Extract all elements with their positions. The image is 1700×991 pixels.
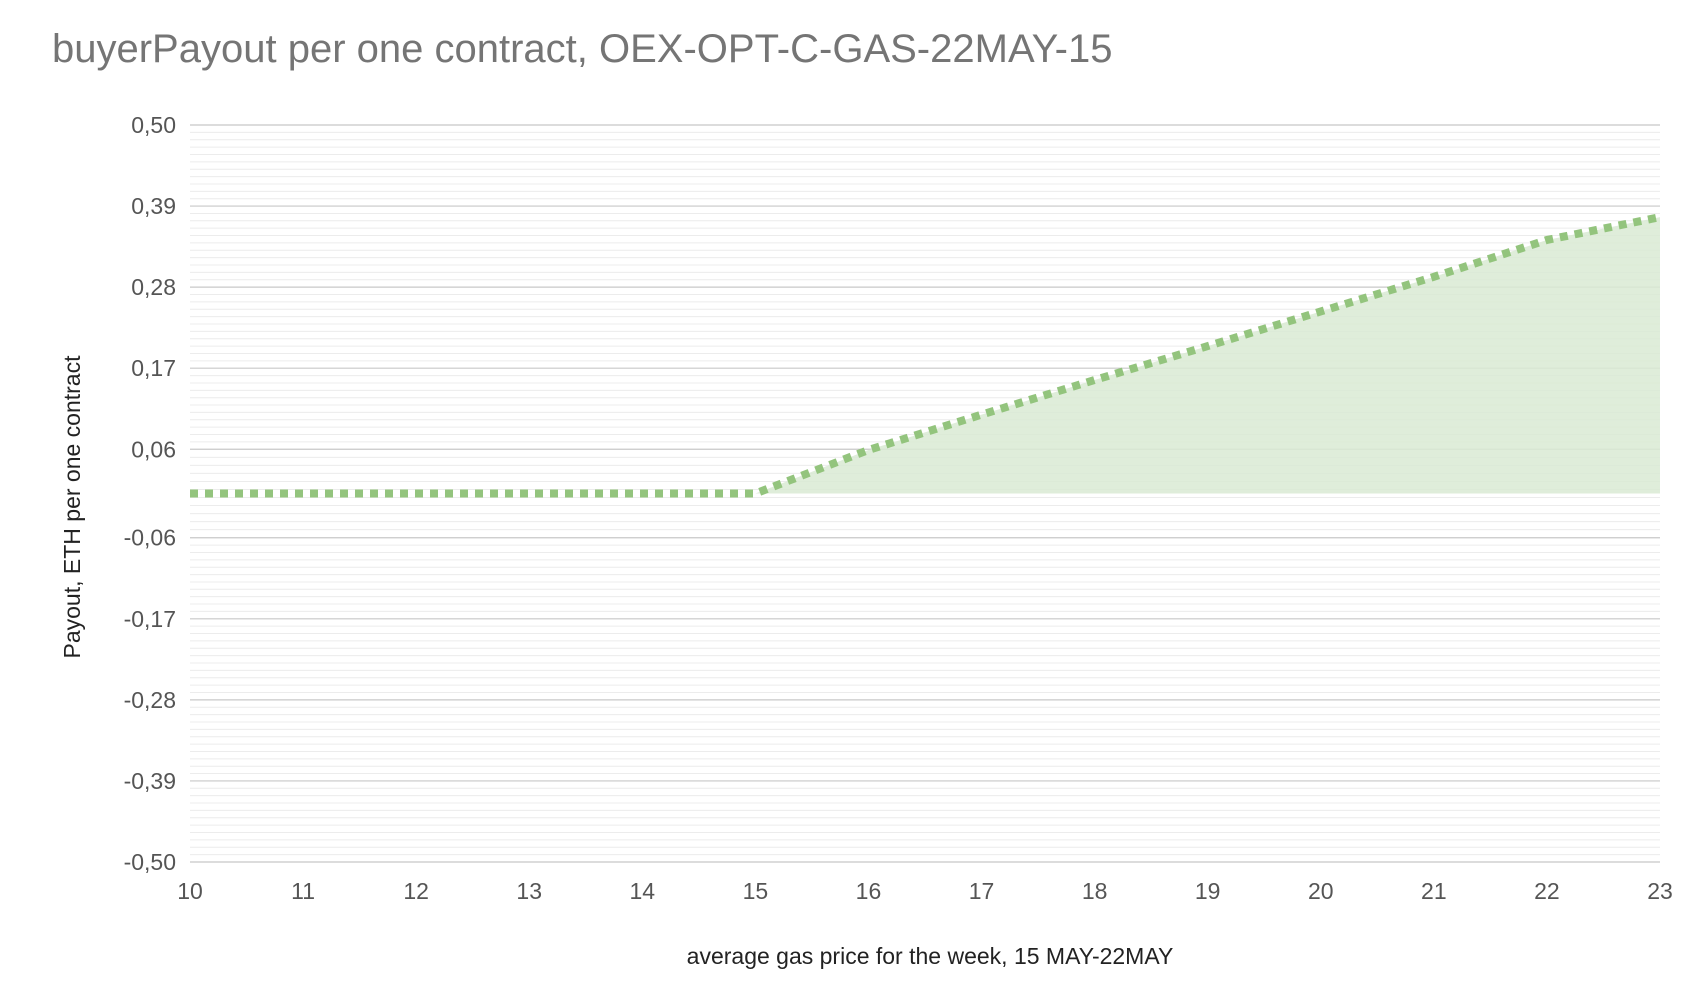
y-tick-label: -0,28 bbox=[124, 687, 176, 713]
x-tick-label: 10 bbox=[177, 878, 203, 904]
y-tick-label: -0,39 bbox=[124, 768, 176, 794]
x-tick-label: 12 bbox=[403, 878, 429, 904]
x-tick-label: 23 bbox=[1647, 878, 1673, 904]
x-axis-ticks: 10 11 12 13 14 15 16 17 18 19 20 21 22 23 bbox=[177, 878, 1673, 904]
y-tick-label: -0,50 bbox=[124, 849, 176, 875]
x-axis-title: average gas price for the week, 15 MAY-2… bbox=[687, 943, 1174, 969]
series-layer bbox=[190, 213, 1661, 498]
y-tick-label: 0,28 bbox=[131, 274, 176, 300]
x-tick-label: 15 bbox=[743, 878, 769, 904]
x-tick-label: 11 bbox=[291, 878, 315, 904]
y-tick-label: -0,06 bbox=[124, 525, 176, 551]
series-area bbox=[190, 217, 1660, 494]
y-tick-label: 0,17 bbox=[131, 355, 176, 381]
x-tick-label: 19 bbox=[1195, 878, 1221, 904]
x-tick-label: 22 bbox=[1534, 878, 1560, 904]
y-axis-ticks: 0,50 0,39 0,28 0,17 0,06 -0,06 -0,17 -0,28 -0,39… bbox=[124, 112, 176, 875]
chart-title: buyerPayout per one contract, OEX-OPT-C-… bbox=[52, 27, 1112, 71]
y-tick-label: 0,06 bbox=[131, 436, 176, 462]
y-tick-label: 0,39 bbox=[131, 193, 176, 219]
x-tick-label: 18 bbox=[1082, 878, 1108, 904]
y-tick-label: -0,17 bbox=[124, 606, 176, 632]
x-tick-label: 14 bbox=[630, 878, 656, 904]
x-tick-label: 17 bbox=[969, 878, 995, 904]
y-tick-label: 0,50 bbox=[131, 112, 176, 138]
x-tick-label: 16 bbox=[856, 878, 882, 904]
plot-area bbox=[190, 217, 1660, 494]
x-tick-label: 20 bbox=[1308, 878, 1334, 904]
x-tick-label: 13 bbox=[516, 878, 542, 904]
y-axis-title: Payout, ETH per one contract bbox=[59, 355, 85, 659]
x-tick-label: 21 bbox=[1421, 878, 1447, 904]
series-line bbox=[190, 213, 1661, 498]
